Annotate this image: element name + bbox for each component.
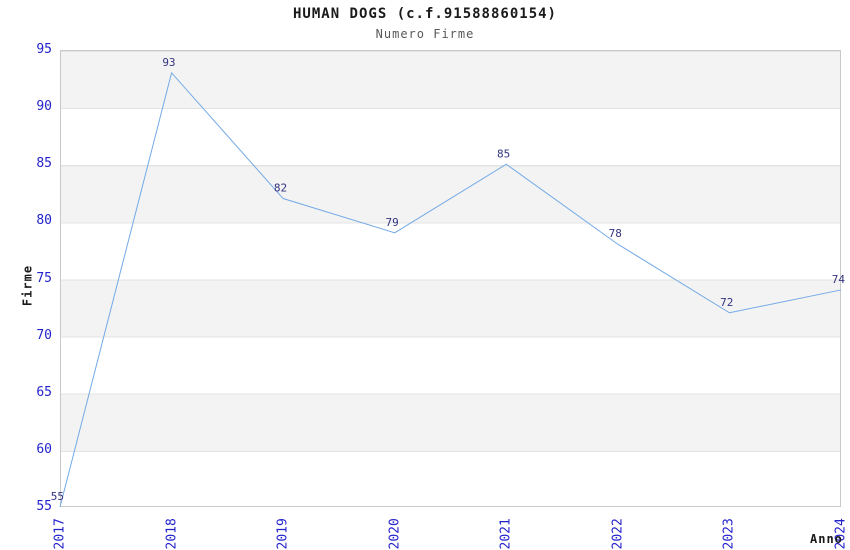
x-tick-label: 2018 [164,518,180,550]
y-tick-label: 70 [36,327,52,343]
y-tick-label: 60 [36,441,52,457]
data-label: 93 [162,56,175,69]
data-label: 79 [385,216,398,229]
x-tick-label: 2020 [387,518,403,550]
line-chart: 55 93 82 79 85 78 72 74 [51,56,845,508]
y-tick-label: 55 [36,499,52,514]
x-tick-label: 2017 [52,518,68,550]
x-tick-label: 2022 [610,518,626,550]
y-tick-label: 85 [36,156,52,172]
x-tick-label: 2021 [498,518,514,550]
x-axis-title: Anno [810,532,843,546]
data-label: 72 [720,296,733,309]
chart-title: HUMAN DOGS (c.f.91588860154) [292,6,557,22]
y-tick-label: 90 [36,99,52,115]
y-axis-title: Firme [20,264,35,307]
y-tick-label: 80 [36,213,52,229]
data-label: 85 [497,147,510,160]
data-labels-group: 55 93 82 79 85 78 72 74 [51,56,846,503]
plot-area [60,50,841,507]
data-label: 78 [609,227,622,240]
data-line-numero-firme [59,71,842,508]
y-tick-label: 95 [36,42,52,57]
data-label: 74 [832,273,846,286]
y-tick-label: 75 [36,270,52,286]
data-label: 55 [51,490,64,503]
y-tick-label: 65 [36,384,52,400]
x-tick-label: 2019 [275,518,291,550]
chart-subtitle: Numero Firme [375,27,475,41]
x-tick-label: 2023 [721,518,737,550]
data-label: 82 [274,182,287,195]
